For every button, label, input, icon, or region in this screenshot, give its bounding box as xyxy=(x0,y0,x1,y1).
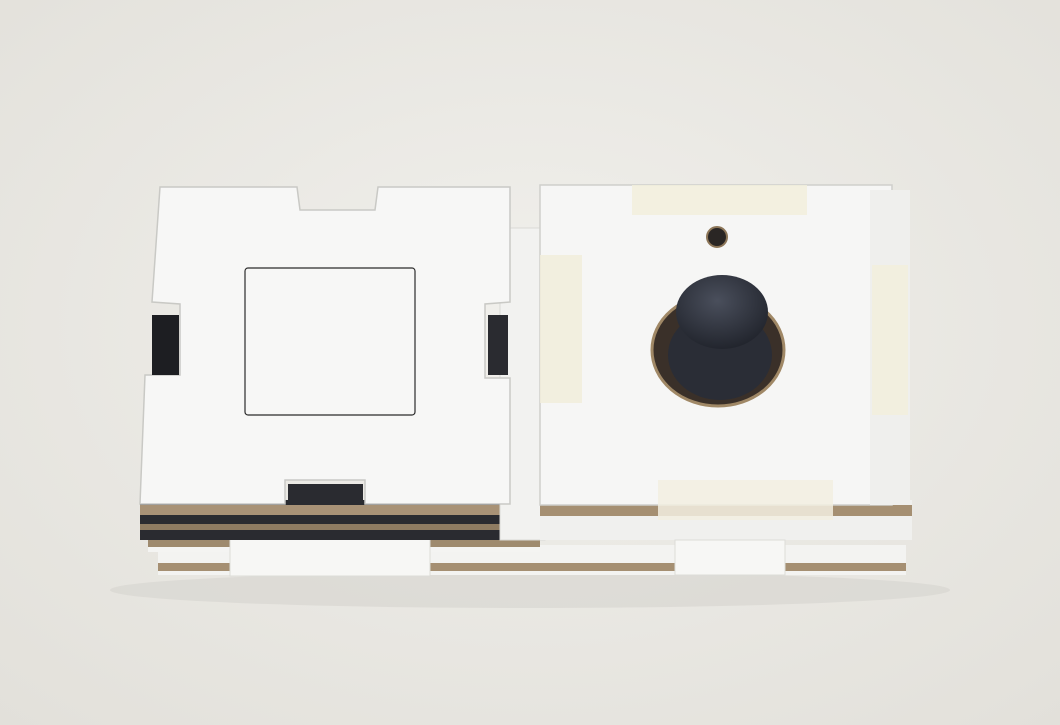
small-hole xyxy=(706,226,728,248)
cardboard-edge xyxy=(158,563,906,571)
notch-shadow xyxy=(152,315,179,375)
tape xyxy=(674,539,786,576)
shadow xyxy=(110,572,950,608)
notch-shadow xyxy=(488,315,508,375)
notch-shadow xyxy=(288,484,363,504)
button-outline xyxy=(244,267,416,416)
tape xyxy=(658,480,833,520)
tape xyxy=(872,265,908,415)
tape xyxy=(632,185,807,215)
tape xyxy=(229,537,431,577)
cardboard-edge xyxy=(140,524,512,530)
joystick-knob xyxy=(676,275,768,349)
cardboard-edge xyxy=(140,505,512,515)
tape xyxy=(540,255,582,403)
left-box-top xyxy=(139,186,511,505)
